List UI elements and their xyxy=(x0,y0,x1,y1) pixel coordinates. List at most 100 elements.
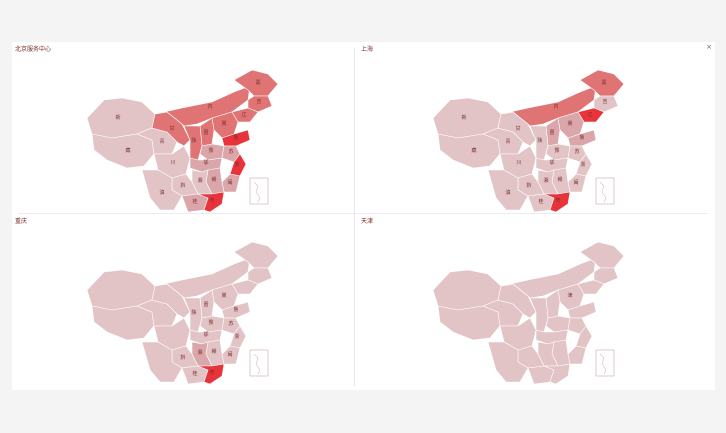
province-label-sichuan: 川 xyxy=(170,160,175,166)
province-hubei[interactable] xyxy=(189,329,223,345)
province-label-hebei: 冀 xyxy=(221,120,226,127)
province-guangdong[interactable] xyxy=(197,363,225,385)
province-guangdong[interactable] xyxy=(197,191,225,213)
province-fujian[interactable] xyxy=(221,345,241,365)
province-label-shanxi: 晋 xyxy=(203,302,208,308)
province-label-xinjiang: 新 xyxy=(461,114,466,121)
province-label-zhejiang: 浙 xyxy=(234,161,239,168)
province-label-jiangxi: 赣 xyxy=(557,176,562,183)
province-label-hunan: 湘 xyxy=(543,177,548,184)
province-label-fujian: 闽 xyxy=(227,351,232,358)
south-china-sea-inset xyxy=(249,349,269,377)
province-tibet[interactable] xyxy=(437,133,501,169)
province-label-fujian: 闽 xyxy=(573,179,578,186)
province-label-hunan: 湘 xyxy=(197,177,202,184)
china-map: 津 xyxy=(432,241,625,385)
province-label-hebei: 津 xyxy=(567,292,572,299)
province-heilongjiang[interactable] xyxy=(233,241,279,269)
province-label-liaoning: 辽 xyxy=(587,111,592,118)
province-label-hubei: 鄂 xyxy=(203,331,208,338)
province-label-henan: 豫 xyxy=(208,147,213,154)
province-label-jiangsu: 苏 xyxy=(228,320,233,327)
china-map: 冀鲁晋陕豫鄂苏浙闽赣湘黔桂粤琼 xyxy=(86,241,279,385)
south-china-sea-inset xyxy=(595,349,615,377)
province-label-shandong: 鲁 xyxy=(579,134,584,141)
province-label-jilin: 吉 xyxy=(602,98,607,105)
province-label-heilongjiang: 黑 xyxy=(601,80,606,86)
province-label-jilin: 吉 xyxy=(256,98,261,105)
province-fujian[interactable] xyxy=(567,173,587,193)
province-label-guangdong: 粤 xyxy=(209,369,214,376)
province-label-guangxi: 桂 xyxy=(192,370,197,377)
south-china-sea-inset xyxy=(595,177,615,205)
province-label-jiangsu: 苏 xyxy=(574,148,579,155)
map-panel-beijing: 北京服务中心 新藏青甘内黑吉辽冀鲁晋陕豫川鄂苏浙闽赣湘黔滇桂粤琼 xyxy=(12,42,352,214)
province-label-qinghai: 青 xyxy=(505,138,510,145)
province-henan[interactable] xyxy=(545,315,571,333)
province-label-shanxi: 晋 xyxy=(203,130,208,136)
china-map: 新藏青甘内黑吉辽冀鲁晋陕豫川鄂苏浙闽赣湘黔滇桂粤琼 xyxy=(86,69,279,213)
province-label-jiangxi: 赣 xyxy=(211,176,216,183)
province-label-xinjiang: 新 xyxy=(115,114,120,121)
province-label-gansu: 甘 xyxy=(515,125,520,132)
province-label-shanxi: 晋 xyxy=(549,130,554,136)
province-guangdong[interactable] xyxy=(543,363,571,385)
province-label-hebei: 冀 xyxy=(567,120,572,127)
province-label-zhejiang: 浙 xyxy=(580,161,585,168)
province-label-henan: 豫 xyxy=(208,319,213,326)
map-panel-shanghai: 上海 新藏青甘内黑吉辽冀鲁晋陕豫川鄂苏浙闽赣湘黔滇桂粤琼 xyxy=(358,42,698,214)
province-label-hebei: 冀 xyxy=(221,292,226,299)
province-label-guizhou: 黔 xyxy=(526,182,531,189)
province-label-yunnan: 滇 xyxy=(159,189,164,196)
vertical-divider xyxy=(354,48,355,386)
province-label-fujian: 闽 xyxy=(227,179,232,186)
province-heilongjiang[interactable] xyxy=(579,241,625,269)
province-heilongjiang[interactable] xyxy=(233,69,279,97)
province-label-guizhou: 黔 xyxy=(180,182,185,189)
province-label-shaanxi: 陕 xyxy=(537,137,542,144)
province-label-neimenggu: 内 xyxy=(207,103,212,110)
province-hubei[interactable] xyxy=(535,329,569,345)
south-china-sea-inset xyxy=(249,177,269,205)
province-label-qinghai: 青 xyxy=(159,138,164,145)
china-map: 新藏青甘内黑吉辽冀鲁晋陕豫川鄂苏浙闽赣湘黔滇桂粤琼 xyxy=(432,69,625,213)
province-zhejiang[interactable] xyxy=(229,325,247,349)
province-label-jiangxi: 赣 xyxy=(211,348,216,355)
province-label-hunan: 湘 xyxy=(197,349,202,356)
province-label-shaanxi: 陕 xyxy=(191,137,196,144)
province-label-tibet: 藏 xyxy=(125,147,130,154)
province-label-guizhou: 黔 xyxy=(180,354,185,361)
province-zhejiang[interactable] xyxy=(229,153,247,177)
province-zhejiang[interactable] xyxy=(575,153,593,177)
province-tibet[interactable] xyxy=(437,305,501,341)
province-heilongjiang[interactable] xyxy=(579,69,625,97)
province-label-heilongjiang: 黑 xyxy=(255,80,260,86)
province-label-jiangsu: 苏 xyxy=(228,148,233,155)
panel-title: 天津 xyxy=(361,218,374,225)
panel-title: 重庆 xyxy=(15,218,28,225)
province-fujian[interactable] xyxy=(221,173,241,193)
province-hubei[interactable] xyxy=(189,157,223,173)
province-label-neimenggu: 内 xyxy=(553,103,558,110)
close-icon[interactable]: × xyxy=(706,43,712,51)
province-label-sichuan: 川 xyxy=(516,160,521,166)
province-label-guangdong: 粤 xyxy=(209,197,214,204)
province-guangdong[interactable] xyxy=(543,191,571,213)
map-dashboard-card: × 北京服务中心 新藏青甘内黑吉辽冀鲁晋陕豫川鄂苏浙闽赣湘黔滇桂粤琼 上海 新藏… xyxy=(12,42,715,390)
province-hubei[interactable] xyxy=(535,157,569,173)
province-label-guangdong: 粤 xyxy=(555,197,560,204)
province-fujian[interactable] xyxy=(567,345,587,365)
map-panel-tianjin: 天津 津 xyxy=(358,214,698,386)
horizontal-divider xyxy=(18,213,708,214)
province-label-tibet: 藏 xyxy=(471,147,476,154)
panel-title: 北京服务中心 xyxy=(15,46,52,53)
province-label-zhejiang: 浙 xyxy=(234,333,239,340)
province-label-guangxi: 桂 xyxy=(192,198,197,205)
province-zhejiang[interactable] xyxy=(575,325,593,349)
province-label-yunnan: 滇 xyxy=(505,189,510,196)
province-label-shandong: 鲁 xyxy=(233,306,238,313)
province-label-shandong: 鲁 xyxy=(233,134,238,141)
province-tibet[interactable] xyxy=(91,133,155,169)
province-tibet[interactable] xyxy=(91,305,155,341)
province-label-hubei: 鄂 xyxy=(549,159,554,166)
